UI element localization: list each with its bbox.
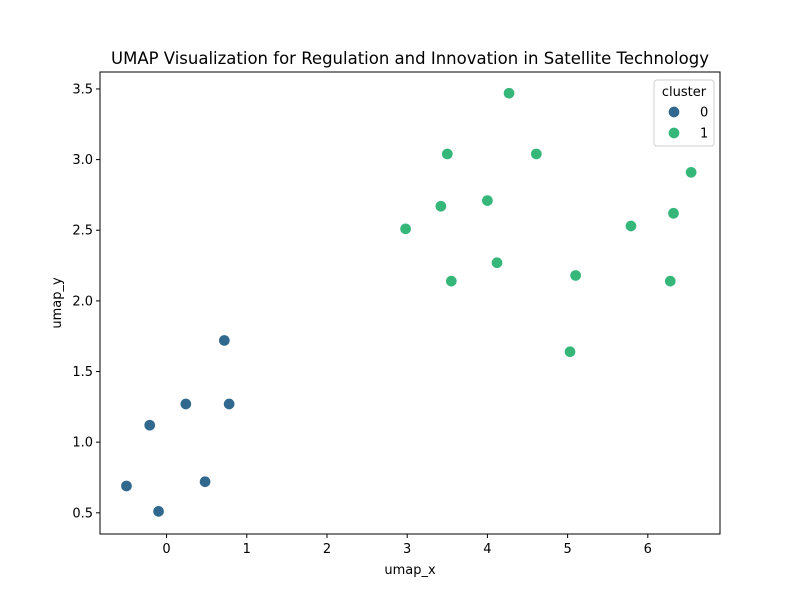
x-tick-label: 2 — [323, 542, 331, 557]
legend-title: cluster — [662, 85, 707, 100]
data-point-cluster-1 — [481, 194, 494, 207]
data-point-cluster-1 — [684, 166, 698, 179]
data-point-cluster-1 — [441, 147, 454, 161]
y-tick-label: 3.5 — [72, 82, 93, 97]
x-tick-label: 0 — [162, 542, 170, 557]
y-axis-label: umap_y — [50, 277, 65, 329]
data-point-cluster-0 — [222, 397, 236, 411]
y-tick-label: 0.5 — [72, 506, 93, 521]
y-tick-label: 1.0 — [72, 436, 93, 451]
data-point-cluster-1 — [664, 274, 677, 288]
y-axis: 0.5 1.0 1.5 2.0 2.5 3.0 3.5 — [72, 82, 100, 521]
x-tick-label: 4 — [483, 542, 491, 557]
x-tick-label: 3 — [403, 542, 411, 557]
data-point-cluster-1 — [530, 147, 543, 161]
y-tick-label: 2.5 — [72, 224, 93, 239]
data-point-cluster-0 — [120, 479, 133, 493]
data-point-cluster-1 — [502, 86, 516, 100]
y-tick-label: 1.5 — [72, 365, 93, 380]
data-point-cluster-1 — [624, 219, 638, 233]
data-point-cluster-1 — [399, 222, 412, 236]
chart-title: UMAP Visualization for Regulation and In… — [111, 49, 709, 68]
legend-label-1: 1 — [700, 127, 708, 142]
y-tick-label: 3.0 — [72, 153, 93, 168]
plot-area — [120, 86, 698, 518]
legend: cluster 0 1 — [653, 79, 715, 147]
data-point-cluster-1 — [569, 269, 582, 282]
data-point-cluster-1 — [490, 256, 504, 269]
x-tick-label: 5 — [563, 542, 571, 557]
data-point-cluster-0 — [198, 475, 212, 488]
data-point-cluster-1 — [434, 199, 448, 213]
data-point-cluster-0 — [218, 334, 231, 347]
data-point-cluster-1 — [667, 207, 680, 220]
legend-marker-1 — [667, 126, 681, 140]
x-axis: 0 1 2 3 4 5 6 — [162, 534, 652, 557]
data-point-cluster-1 — [563, 345, 577, 358]
y-tick-label: 2.0 — [72, 294, 93, 309]
x-tick-label: 1 — [243, 542, 251, 557]
legend-label-0: 0 — [700, 106, 708, 121]
data-point-cluster-0 — [152, 505, 165, 518]
axes-frame — [99, 71, 721, 535]
legend-marker-0 — [667, 105, 681, 119]
x-axis-label: umap_x — [384, 563, 436, 578]
data-point-cluster-0 — [143, 418, 156, 432]
x-tick-label: 6 — [644, 542, 652, 557]
data-point-cluster-0 — [179, 397, 193, 411]
data-point-cluster-1 — [445, 274, 458, 288]
